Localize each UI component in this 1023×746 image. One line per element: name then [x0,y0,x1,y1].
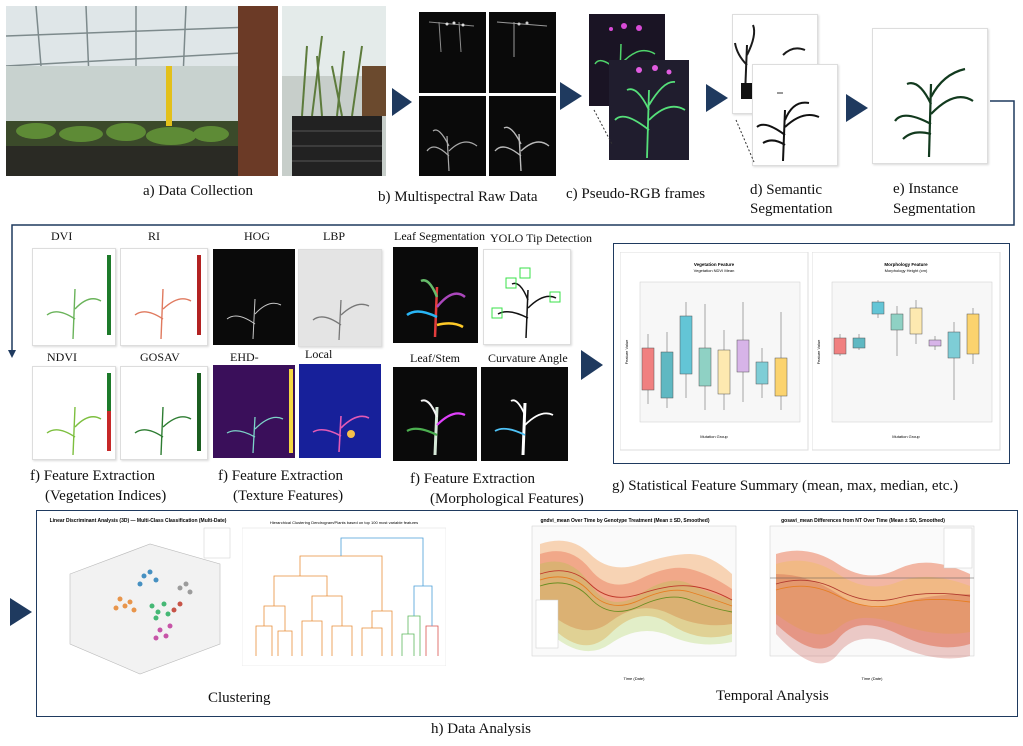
label-yolo: YOLO Tip Detection [490,231,592,245]
dendrogram: Hierarchical Clustering Dendrogram/Plant… [242,520,446,666]
gosav-map [120,366,208,460]
caption-data-analysis: h) Data Analysis [431,721,531,737]
caption-feat-tex-2: (Texture Features) [233,488,344,504]
ehd-map [213,365,295,458]
boxplot-xlabel: Mutation Group [892,434,920,439]
temporal2-title: gosavi_mean Differences from NT Over Tim… [781,518,945,524]
caption-instance-2: Segmentation [893,201,976,217]
caption-semantic-2: Segmentation [750,201,833,217]
greenhouse-photo [6,6,278,176]
semantic-seg-front [752,64,838,166]
stat-summary-frame [613,243,1010,464]
caption-feat-veg-2: (Vegetation Indices) [45,488,167,504]
flow-arrow [392,88,412,116]
height-boxplot: Morphology Feature Morphology Height (cm… [812,252,1001,451]
label-dvi: DVI [51,229,73,243]
temporal1-xlabel: Time (Date) [624,676,646,681]
caption-stat-summary: g) Statistical Feature Summary (mean, ma… [612,478,959,494]
dendrogram-title: Hierarchical Clustering Dendrogram/Plant… [270,520,418,525]
boxplot-subtitle: Vegetation NDVI Mean [694,268,735,273]
caption-instance-1: e) Instance [893,181,959,197]
boxplot-subtitle: Morphology Height (cm) [885,268,928,273]
label-leaf-seg: Leaf Segmentation [394,229,485,243]
caption-pseudo-rgb: c) Pseudo-RGB frames [566,186,706,202]
boxplot-ylabel: Feature Value [624,339,629,365]
multispectral-band-2 [489,12,556,93]
temporal-gndvi-plot: gndvi_mean Over Time by Genotype Treatme… [531,518,737,681]
leaf-seg-map [393,247,478,343]
label-curvature: Curvature Angle [488,351,568,365]
caption-feat-morph-2: (Morphological Features) [430,491,584,507]
flow-arrow [581,350,603,380]
caption-multispectral: b) Multispectral Raw Data [378,189,538,205]
flow-arrow [846,94,868,122]
caption-data-collection: a) Data Collection [143,183,253,199]
ri-map [120,248,208,346]
caption-feat-veg-1: f) Feature Extraction [30,468,155,484]
lda-title: Linear Discriminant Analysis (3D) — Mult… [50,518,227,524]
boxplot-title: Vegetation Feature [694,262,735,267]
caption-feat-morph-1: f) Feature Extraction [410,471,535,487]
multispectral-band-1 [419,12,486,93]
flow-arrow [706,84,728,112]
temporal1-title: gndvi_mean Over Time by Genotype Treatme… [540,518,709,524]
label-local: Local [305,347,333,361]
lda-3d-plot: Linear Discriminant Analysis (3D) — Mult… [50,518,231,675]
ndvi-map [32,366,116,460]
multispectral-band-3 [419,96,486,176]
boxplot-xlabel: Mutation Group [700,434,728,439]
label-lbp: LBP [323,229,346,243]
stack-indicator [593,109,613,145]
label-ri: RI [148,229,160,243]
lbp-map [298,249,382,347]
flow-arrow [560,82,582,110]
pseudo-rgb-frame-front [609,60,689,160]
temporal2-xlabel: Time (Date) [862,676,884,681]
connector-line [8,100,1015,358]
boxplot-title: Morphology Feature [884,262,928,267]
instance-seg-panel [872,28,988,164]
caption-temporal: Temporal Analysis [716,688,829,704]
boxplot-ylabel: Feature Value [816,339,821,365]
label-ehd: EHD- [230,350,259,364]
caption-clustering: Clustering [208,690,271,706]
label-leaf-stem: Leaf/Stem [410,351,460,365]
curvature-map [481,367,568,461]
label-hog: HOG [244,229,270,243]
data-analysis-frame [36,510,1018,717]
multispectral-band-4 [489,96,556,176]
ndvi-boxplot: Vegetation Feature Vegetation NDVI Mean … [620,252,809,451]
label-ndvi: NDVI [47,350,77,364]
leaf-stem-map [393,367,477,461]
caption-semantic-1: d) Semantic [750,182,823,198]
label-gosav: GOSAV [140,350,180,364]
local-map [299,364,381,458]
flow-arrow [10,598,32,626]
plant-conveyor-photo [282,6,386,176]
yolo-tip-map [483,249,571,345]
hog-map [213,249,295,345]
temporal-gosavi-diff-plot: gosavi_mean Differences from NT Over Tim… [769,518,975,681]
caption-feat-tex-1: f) Feature Extraction [218,468,343,484]
dvi-map [32,248,116,346]
